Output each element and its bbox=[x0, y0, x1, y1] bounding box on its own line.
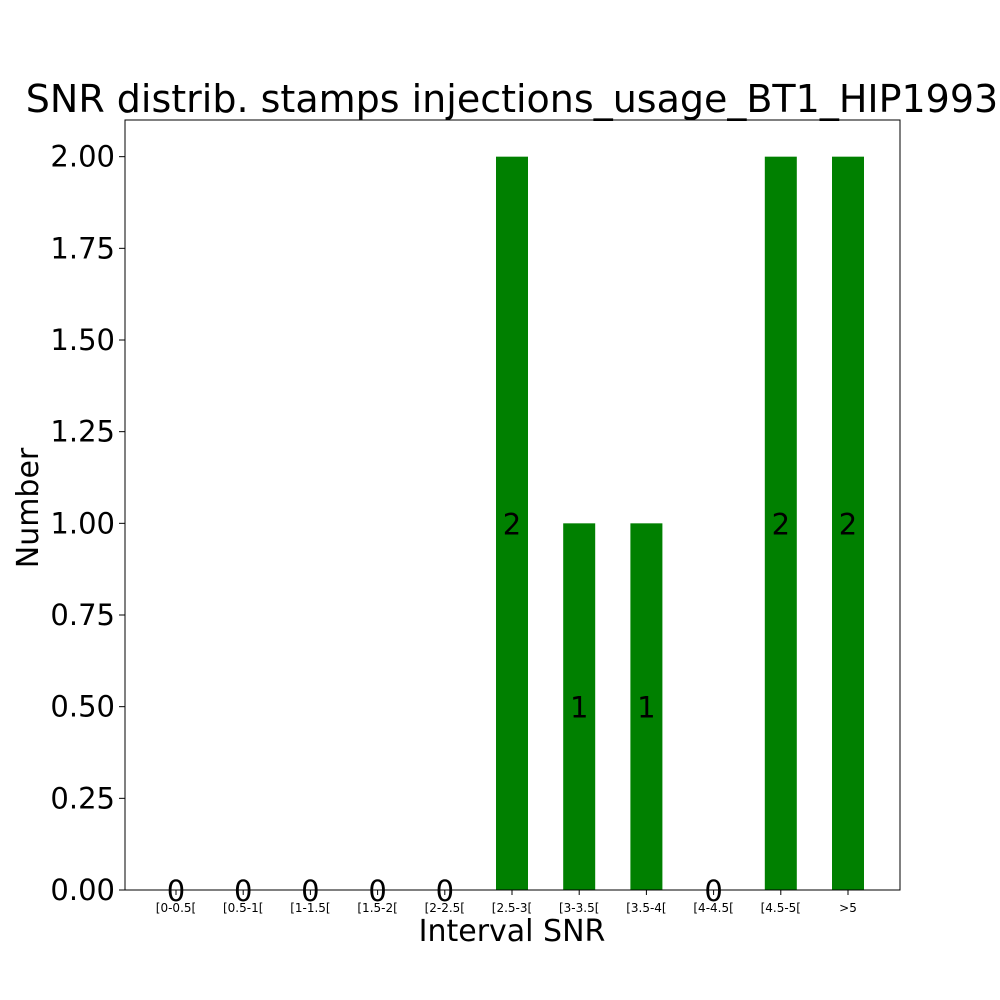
bar bbox=[764, 156, 797, 890]
x-tick-label: [4-4.5[ bbox=[693, 901, 733, 915]
bar-data-label: 2 bbox=[772, 507, 790, 541]
bar bbox=[563, 523, 596, 890]
y-tick-label: 1.00 bbox=[50, 506, 115, 540]
x-axis-label: Interval SNR bbox=[419, 914, 606, 949]
x-tick-label: [4.5-5[ bbox=[761, 901, 801, 915]
y-axis-label: Number bbox=[11, 447, 46, 568]
bar bbox=[496, 156, 528, 890]
x-axis: [0-0.5[ [0.5-1[ [1-1.5[ [1.5-2[ [2-2.5[ [2.5-… bbox=[156, 890, 857, 915]
x-tick-label: [1-1.5[ bbox=[290, 901, 330, 915]
x-tick-label: >5 bbox=[839, 901, 857, 915]
bar-data-label: 1 bbox=[570, 691, 588, 725]
y-tick-label: 0.00 bbox=[50, 873, 115, 907]
x-tick-label: [3-3.5[ bbox=[559, 901, 599, 915]
x-tick-label: [2.5-3[ bbox=[492, 901, 532, 915]
bar-data-label: 2 bbox=[503, 507, 521, 541]
x-tick-label: [0.5-1[ bbox=[223, 901, 263, 915]
y-tick-label: 1.25 bbox=[50, 415, 115, 449]
y-axis: 0.00 0.25 0.50 0.75 1.00 1.25 1.50 1.75 2.00 bbox=[50, 140, 125, 907]
bar bbox=[832, 156, 864, 890]
y-tick-label: 0.50 bbox=[50, 690, 115, 724]
y-tick-label: 0.25 bbox=[50, 781, 115, 815]
y-tick-label: 1.50 bbox=[50, 323, 115, 357]
chart-title: SNR distrib. stamps injections_usage_BT1… bbox=[26, 77, 998, 121]
x-tick-label: [0-0.5[ bbox=[156, 901, 196, 915]
bars-group bbox=[496, 156, 864, 890]
x-tick-label: [2-2.5[ bbox=[425, 901, 465, 915]
y-tick-label: 1.75 bbox=[50, 231, 115, 265]
bar bbox=[630, 523, 663, 890]
x-tick-label: [3.5-4[ bbox=[626, 901, 666, 915]
bar-data-label: 2 bbox=[839, 507, 857, 541]
y-tick-label: 0.75 bbox=[50, 598, 115, 632]
y-tick-label: 2.00 bbox=[50, 140, 115, 174]
bar-data-label: 1 bbox=[637, 691, 655, 725]
x-tick-label: [1.5-2[ bbox=[357, 901, 397, 915]
